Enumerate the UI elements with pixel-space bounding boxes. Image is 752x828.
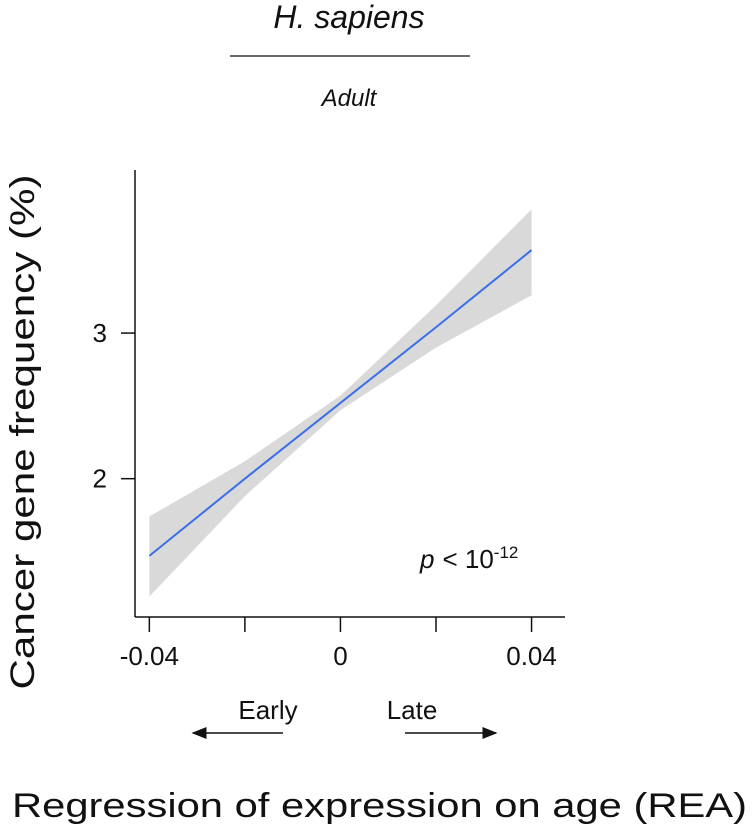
trend-line bbox=[148, 249, 533, 557]
y-tick-label: 3 bbox=[93, 318, 107, 348]
x-tick-label: -0.04 bbox=[120, 641, 179, 671]
chart-title: H. sapiens bbox=[273, 0, 424, 35]
chart-subtitle: Adult bbox=[320, 85, 378, 112]
x-tick-label: 0 bbox=[333, 641, 347, 671]
x-axis-label: Regression of expression on age (REA) bbox=[12, 787, 747, 825]
annotation-superscript: -12 bbox=[494, 543, 519, 562]
x-tick-label: 0.04 bbox=[506, 641, 557, 671]
y-tick-label: 2 bbox=[93, 464, 107, 494]
plot-area: 2 3 -0.04 0 0.04 bbox=[93, 170, 565, 671]
annotation-italic: p bbox=[419, 544, 434, 574]
annotation-text: < 10 bbox=[442, 544, 493, 574]
y-axis-label: Cancer gene frequency (%) bbox=[4, 175, 42, 690]
direction-label: Early bbox=[238, 695, 297, 725]
annotation: p < 10-12 bbox=[419, 543, 518, 574]
direction-label: Late bbox=[387, 695, 438, 725]
